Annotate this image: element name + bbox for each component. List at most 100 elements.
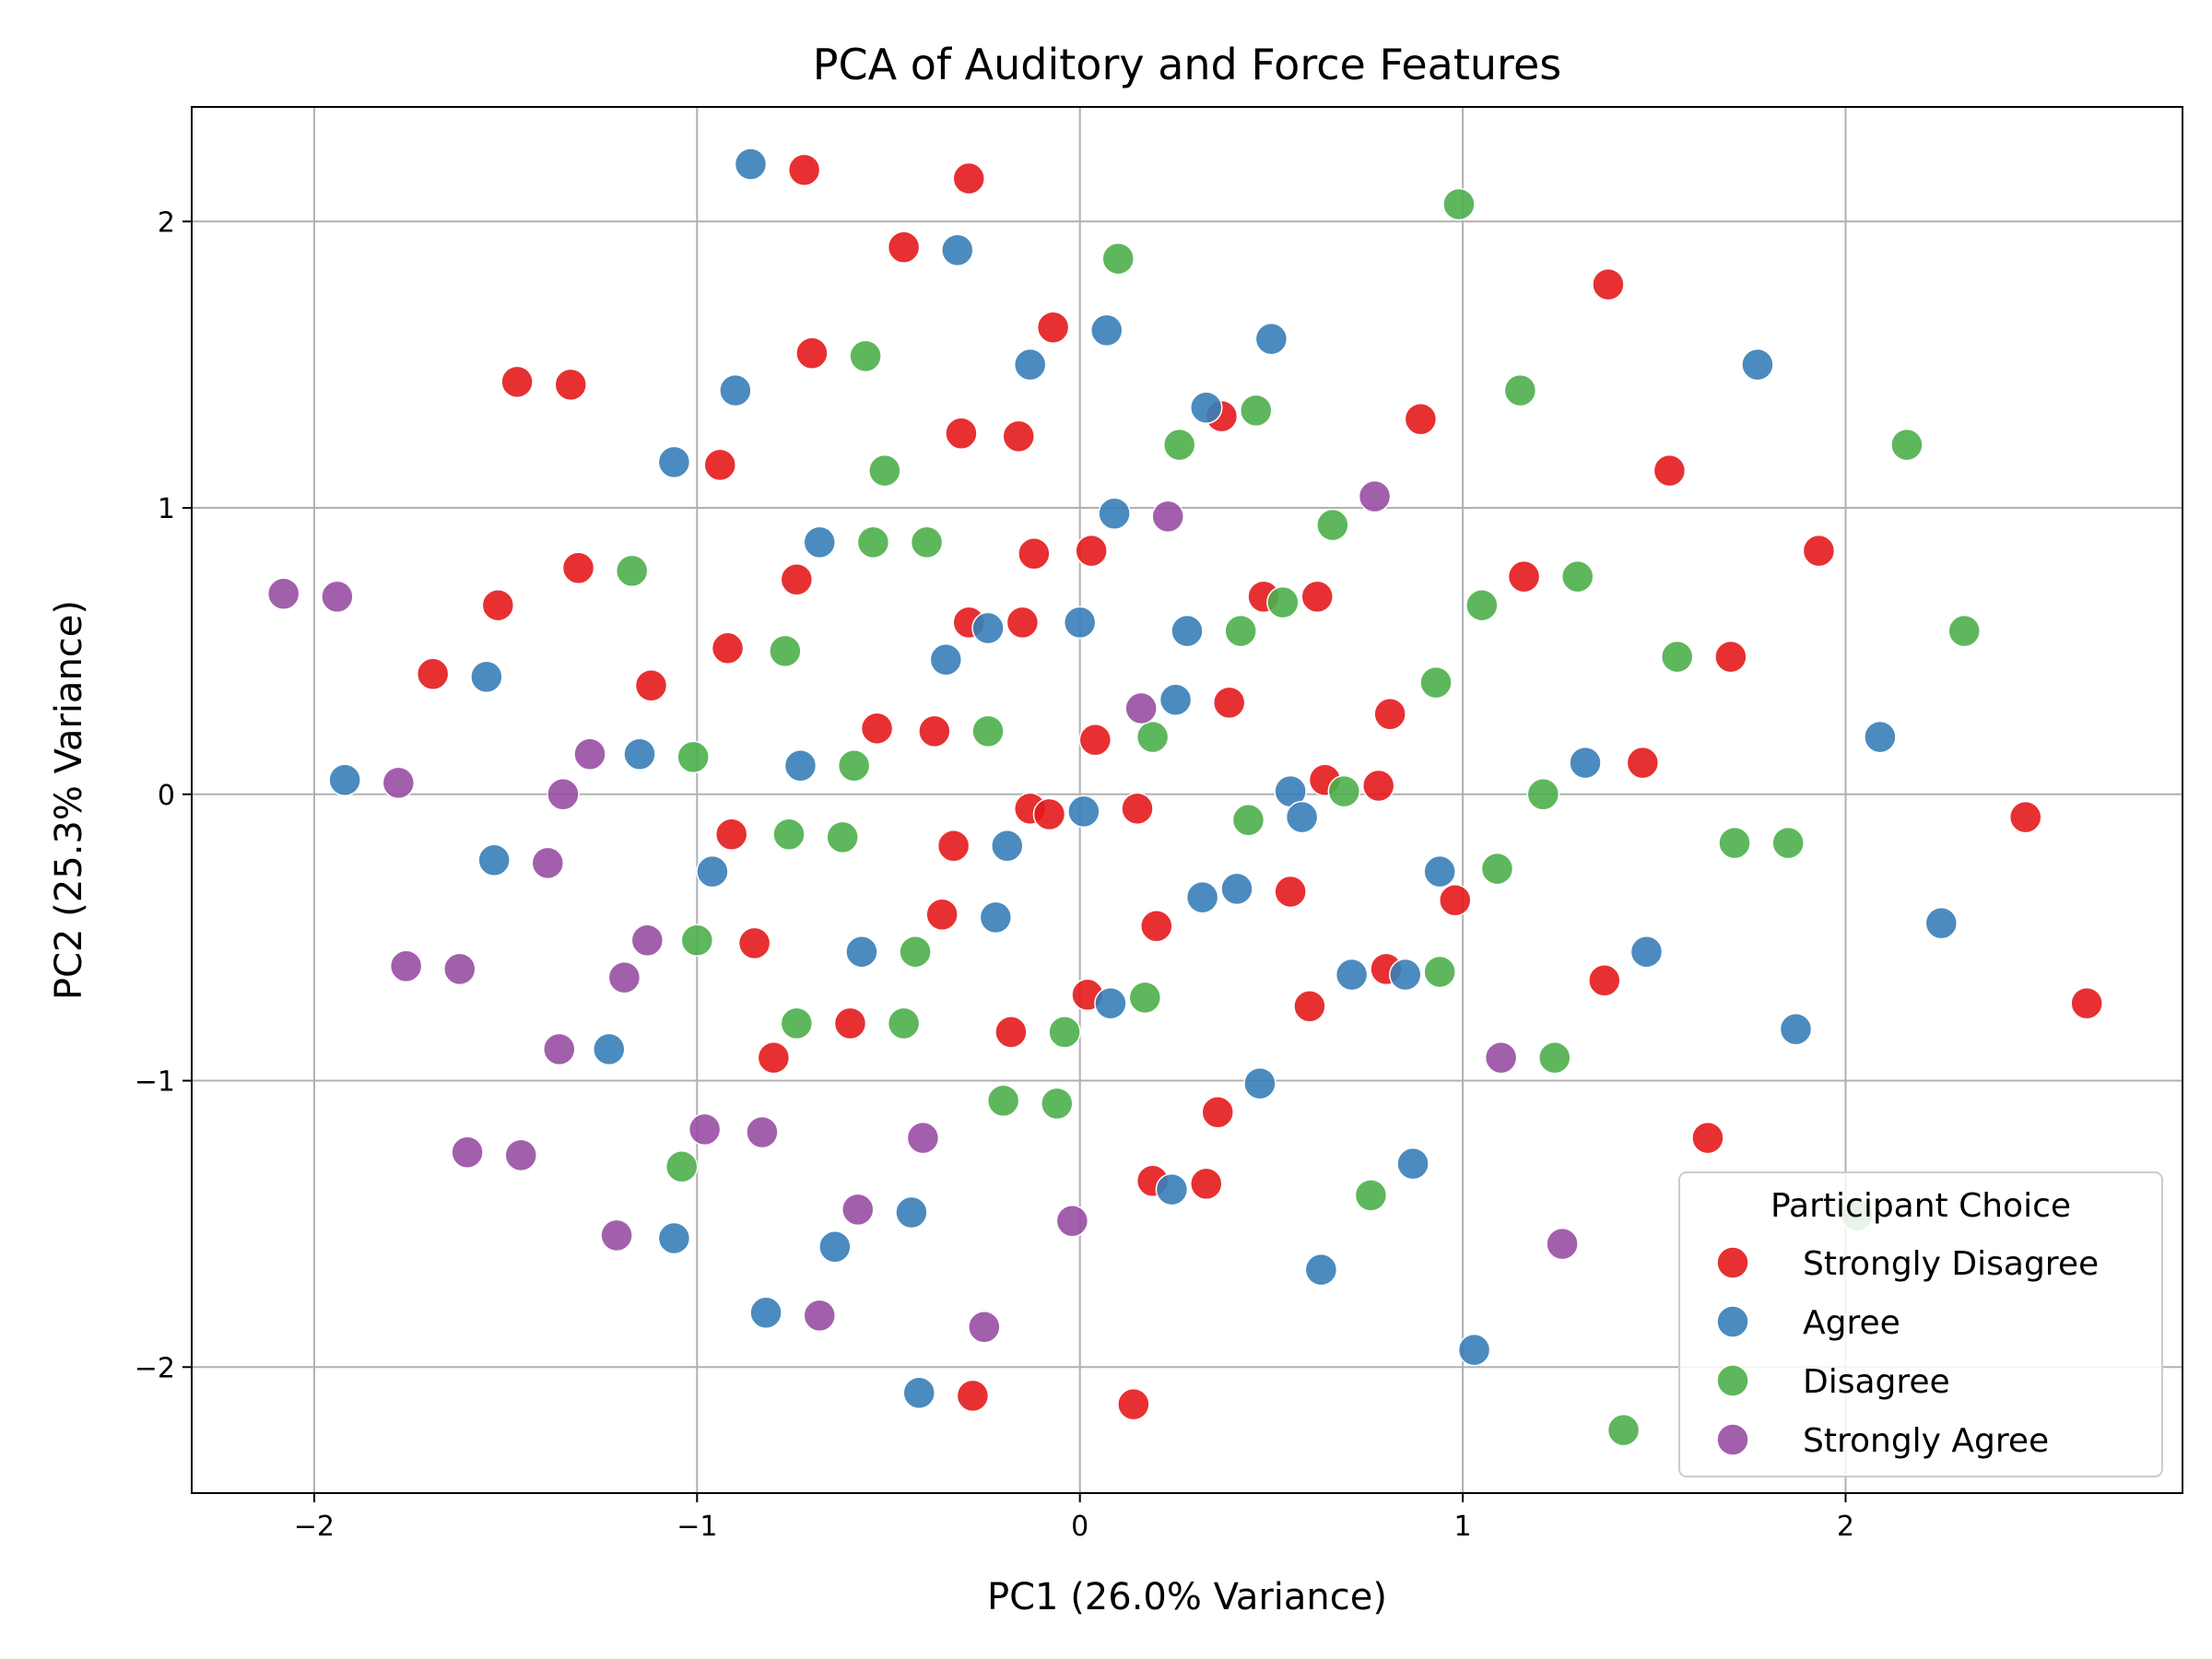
point-strongly-disagree <box>1121 792 1154 826</box>
point-strongly-agree <box>600 1218 633 1253</box>
point-disagree <box>677 740 710 774</box>
point-agree <box>803 525 836 559</box>
point-strongly-agree <box>630 924 665 958</box>
point-agree <box>657 1221 691 1255</box>
point-strongly-disagree <box>1078 723 1112 757</box>
point-strongly-agree <box>906 1121 940 1155</box>
point-disagree <box>1101 241 1135 276</box>
point-strongly-agree <box>746 1115 779 1149</box>
point-strongly-agree <box>1358 479 1392 513</box>
point-strongly-disagree <box>2070 986 2103 1020</box>
point-strongly-disagree <box>416 657 450 691</box>
point-strongly-agree <box>841 1193 875 1227</box>
point-strongly-disagree <box>925 898 959 932</box>
point-agree <box>1063 606 1097 640</box>
point-strongly-disagree <box>500 365 534 399</box>
legend-label-strongly-disagree: Strongly Disagree <box>1803 1245 2099 1283</box>
point-strongly-disagree <box>1507 559 1541 594</box>
point-disagree <box>887 1006 921 1041</box>
point-strongly-agree <box>451 1135 484 1169</box>
y-tick-label: 2 <box>158 206 175 239</box>
point-strongly-disagree <box>1018 537 1051 571</box>
point-strongly-disagree <box>1300 580 1334 614</box>
point-agree <box>1569 746 1602 780</box>
point-agree <box>1171 614 1204 648</box>
legend: Participant Choice Strongly Disagree Agre… <box>1678 1171 2163 1477</box>
point-strongly-disagree <box>757 1041 791 1075</box>
legend-marker-disagree <box>1716 1364 1749 1397</box>
y-tick-label: 0 <box>158 780 175 812</box>
point-agree <box>1243 1066 1277 1100</box>
point-agree <box>845 935 878 969</box>
scatter-points <box>266 147 2103 1447</box>
point-agree <box>783 748 818 782</box>
point-agree <box>470 660 503 694</box>
y-tick-label: −1 <box>135 1066 175 1099</box>
point-strongly-disagree <box>918 714 951 748</box>
point-disagree <box>856 525 890 559</box>
point-strongly-disagree <box>1140 909 1173 943</box>
point-disagree <box>1465 588 1499 622</box>
point-agree <box>1159 683 1193 716</box>
point-disagree <box>1560 559 1594 594</box>
point-disagree <box>910 525 944 559</box>
x-tick-label: 0 <box>1071 1511 1088 1543</box>
point-disagree <box>615 554 649 588</box>
point-agree <box>1335 958 1369 992</box>
point-strongly-disagree <box>833 1006 867 1041</box>
point-strongly-agree <box>266 577 300 611</box>
point-disagree <box>1771 826 1805 860</box>
point-disagree <box>665 1150 699 1183</box>
plot-frame <box>191 106 2183 1494</box>
point-disagree <box>1423 955 1456 989</box>
point-strongly-agree <box>1055 1205 1089 1238</box>
point-strongly-disagree <box>1626 746 1660 780</box>
point-agree <box>328 763 361 796</box>
point-agree <box>696 854 729 888</box>
point-strongly-disagree <box>1117 1387 1150 1421</box>
point-disagree <box>1538 1041 1571 1075</box>
point-strongly-disagree <box>1691 1121 1724 1155</box>
point-disagree <box>1442 187 1476 221</box>
point-strongly-agree <box>1484 1041 1518 1075</box>
point-strongly-disagree <box>1653 453 1687 488</box>
point-strongly-disagree <box>936 829 971 863</box>
legend-marker-strongly-agree <box>1716 1423 1749 1456</box>
point-disagree <box>1224 614 1257 648</box>
point-strongly-agree <box>504 1138 537 1172</box>
point-strongly-disagree <box>714 818 748 852</box>
legend-label-disagree: Disagree <box>1803 1363 1950 1401</box>
x-axis-ticks: −2 −1 0 1 2 <box>294 1493 1854 1543</box>
point-agree <box>1190 391 1223 425</box>
chart-title: PCA of Auditory and Force Features <box>813 40 1561 89</box>
point-disagree <box>1718 826 1751 860</box>
point-agree <box>1457 1333 1491 1367</box>
point-agree <box>657 445 691 479</box>
y-tick-label: −2 <box>135 1352 175 1384</box>
point-agree <box>623 737 656 771</box>
point-disagree <box>769 634 802 668</box>
point-agree <box>902 1376 935 1409</box>
x-tick-label: −2 <box>294 1511 335 1543</box>
point-disagree <box>1354 1179 1388 1212</box>
legend-title: Participant Choice <box>1771 1187 2071 1225</box>
x-tick-label: 2 <box>1837 1511 1854 1543</box>
point-strongly-disagree <box>956 1379 990 1413</box>
point-strongly-agree <box>573 737 606 771</box>
point-agree <box>1423 854 1456 888</box>
point-strongly-agree <box>1124 691 1158 725</box>
legend-items: Strongly Disagree Agree Disagree Strongly A… <box>1716 1245 2099 1460</box>
point-strongly-disagree <box>945 417 978 450</box>
point-agree <box>1389 958 1422 992</box>
point-strongly-disagree <box>1439 884 1472 917</box>
point-disagree <box>1041 1087 1074 1121</box>
point-strongly-disagree <box>1201 1095 1234 1129</box>
point-disagree <box>868 453 901 488</box>
point-agree <box>1067 794 1100 829</box>
point-agree <box>1155 1172 1189 1206</box>
point-strongly-disagree <box>634 668 668 702</box>
point-strongly-disagree <box>1274 875 1307 909</box>
point-disagree <box>849 339 882 373</box>
point-strongly-disagree <box>1002 419 1035 453</box>
point-strongly-disagree <box>561 551 595 585</box>
